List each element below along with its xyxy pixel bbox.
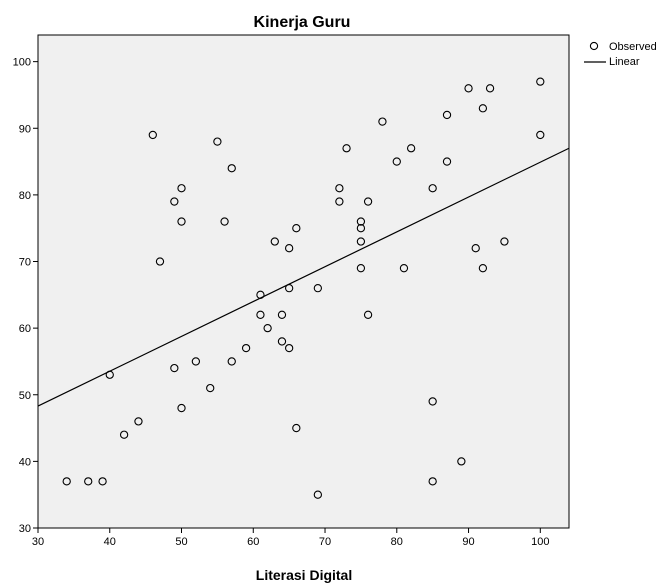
- data-point: [428, 184, 437, 193]
- legend: Observed Linear: [584, 41, 657, 68]
- y-axis: 30 40 50 60 70 80 90 100: [13, 57, 38, 535]
- data-point: [284, 284, 294, 293]
- data-point: [177, 403, 186, 413]
- data-point: [62, 477, 71, 486]
- data-point: [84, 477, 93, 486]
- data-point: [148, 130, 157, 140]
- data-point: [428, 397, 437, 406]
- data-point: [292, 423, 301, 433]
- data-point: [277, 337, 287, 346]
- legend-observed-marker: [589, 41, 599, 51]
- data-point: [363, 310, 373, 319]
- data-point: [256, 290, 265, 299]
- y-tick-label: 90: [19, 123, 31, 135]
- data-point: [313, 490, 323, 499]
- y-tick-label: 40: [19, 456, 31, 468]
- data-point: [335, 184, 344, 193]
- y-tick-label: 100: [13, 57, 31, 69]
- x-tick-label: 80: [391, 536, 403, 548]
- data-point: [270, 237, 279, 246]
- data-point: [378, 117, 387, 126]
- data-point: [170, 197, 179, 206]
- data-point: [356, 224, 366, 233]
- data-point: [284, 244, 294, 253]
- data-point: [256, 310, 265, 319]
- data-point: [155, 257, 165, 266]
- y-tick-label: 80: [19, 190, 31, 202]
- data-point: [392, 157, 401, 166]
- data-point: [536, 77, 545, 86]
- x-tick-label: 50: [175, 536, 187, 548]
- data-point: [191, 357, 201, 366]
- data-point: [284, 343, 294, 353]
- data-point: [292, 224, 301, 233]
- chart-title: Kinerja Guru: [254, 14, 351, 31]
- legend-observed-label: Observed: [609, 41, 657, 53]
- x-tick-label: 30: [32, 536, 44, 548]
- data-point: [177, 184, 186, 193]
- data-point: [241, 343, 251, 353]
- data-point: [119, 430, 129, 439]
- data-point: [263, 323, 272, 333]
- data-point: [227, 357, 236, 366]
- data-point: [536, 130, 545, 140]
- data-point: [485, 84, 495, 93]
- x-axis-label: Literasi Digital: [256, 567, 352, 583]
- plot-area: [37, 34, 570, 529]
- x-tick-label: 40: [104, 536, 116, 548]
- data-point: [220, 217, 229, 226]
- y-tick-label: 70: [19, 257, 31, 269]
- data-point: [170, 363, 179, 373]
- legend-linear-label: Linear: [609, 56, 640, 68]
- data-points: [62, 77, 545, 499]
- data-point: [457, 457, 466, 466]
- data-point: [428, 477, 437, 486]
- data-point: [335, 197, 344, 206]
- data-point: [213, 137, 222, 146]
- data-point: [471, 244, 480, 253]
- y-tick-label: 30: [19, 523, 31, 535]
- x-tick-label: 60: [247, 536, 259, 548]
- x-tick-label: 70: [319, 536, 331, 548]
- linear-fit-line: [37, 147, 570, 407]
- data-point: [442, 110, 452, 120]
- data-point: [277, 310, 287, 319]
- data-point: [177, 217, 186, 226]
- x-axis: 30 40 50 60 70 80 90 100: [32, 528, 549, 548]
- data-point: [134, 417, 143, 426]
- data-point: [206, 383, 215, 393]
- x-tick-label: 90: [462, 536, 474, 548]
- x-tick-label: 100: [531, 536, 549, 548]
- data-point: [227, 164, 236, 173]
- data-point: [98, 477, 107, 486]
- data-point: [342, 144, 351, 153]
- data-point: [406, 144, 416, 153]
- data-point: [105, 370, 114, 379]
- data-point: [356, 237, 366, 246]
- data-point: [478, 264, 488, 273]
- y-tick-label: 50: [19, 390, 31, 402]
- data-point: [478, 104, 488, 113]
- data-point: [464, 84, 473, 93]
- data-point: [500, 237, 509, 246]
- data-point: [399, 264, 409, 273]
- data-point: [313, 284, 323, 293]
- data-point: [356, 264, 366, 273]
- y-tick-label: 60: [19, 323, 31, 335]
- data-point: [442, 157, 452, 166]
- data-point: [363, 197, 373, 206]
